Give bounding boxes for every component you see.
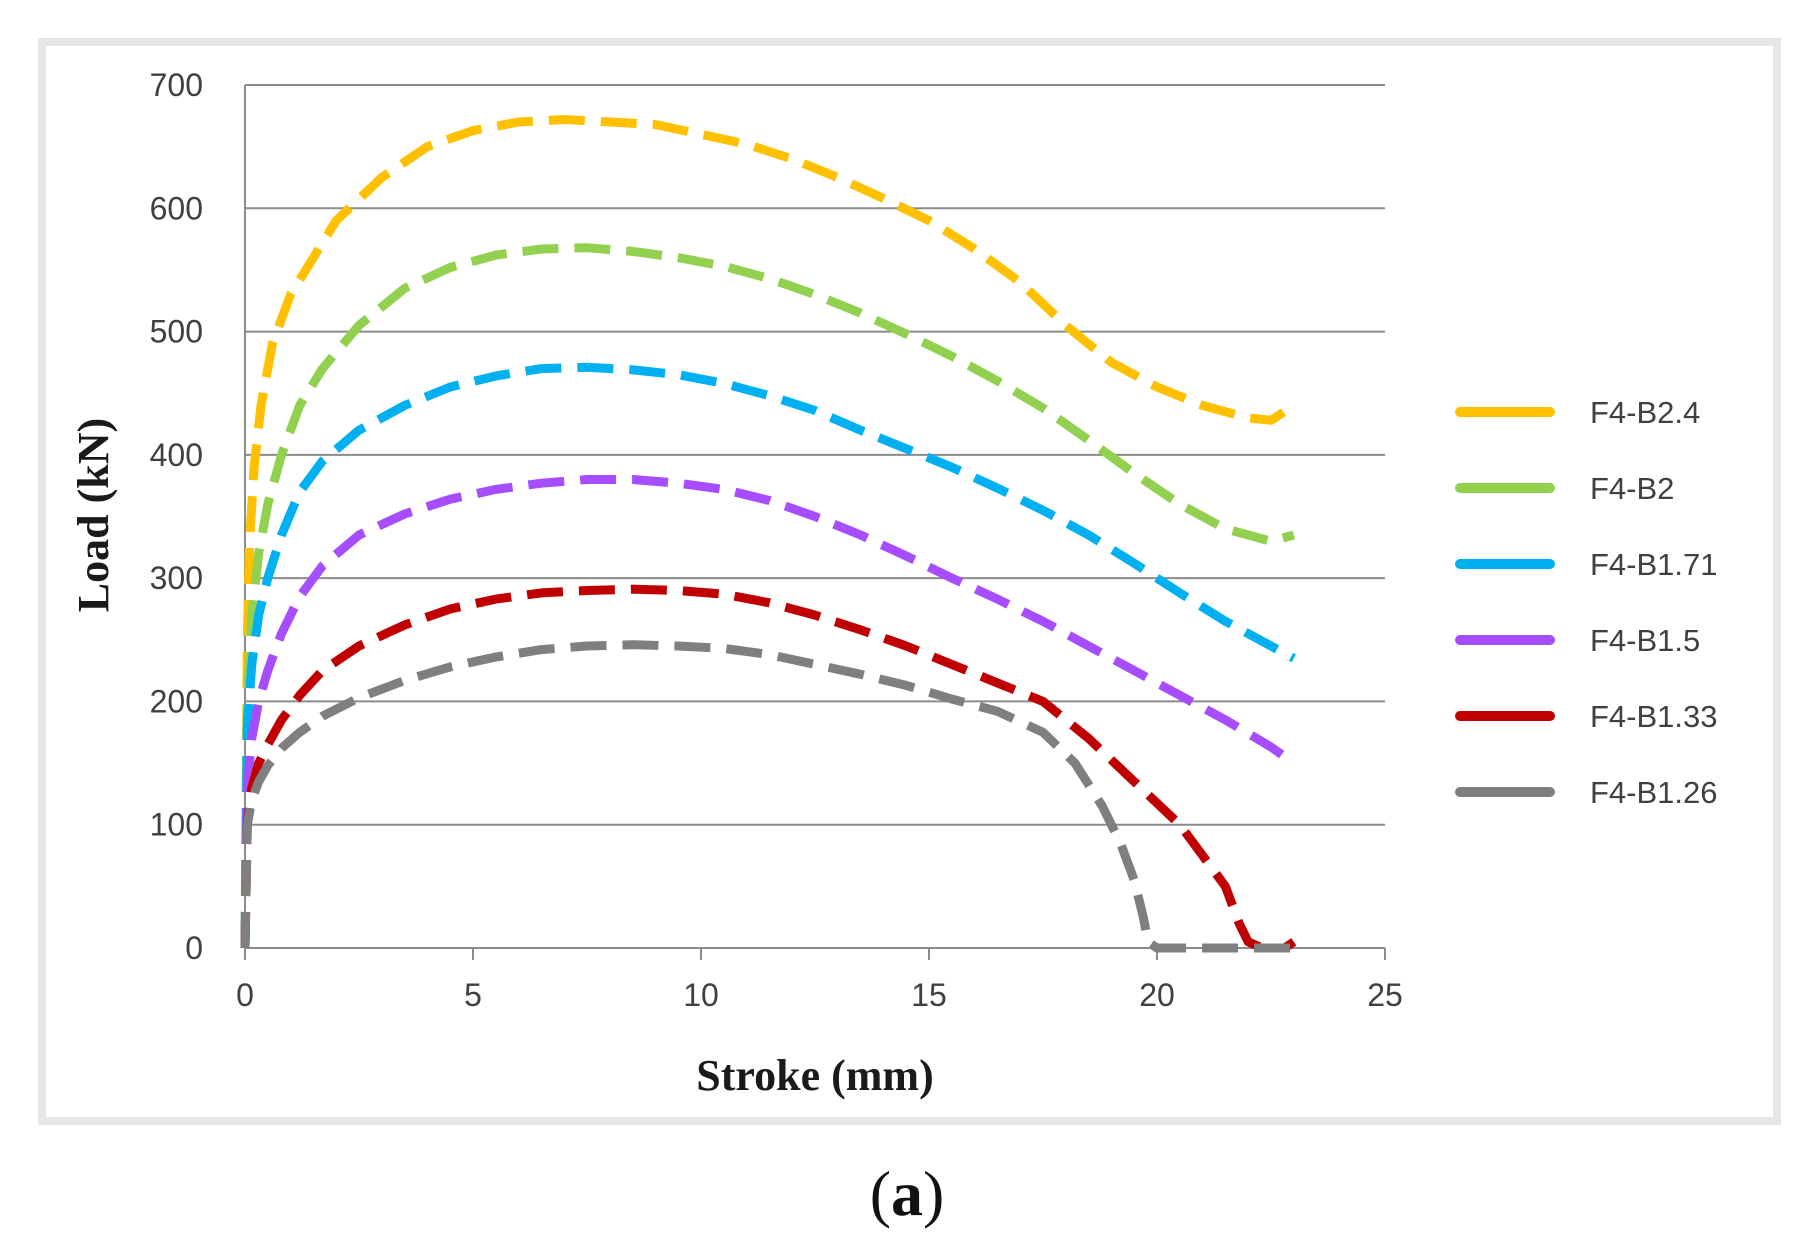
tick-labels: 0 100 200 300 400 500 600 700 0 5 10 15 20 25	[150, 67, 1403, 1013]
caption-close-paren: )	[923, 1158, 944, 1229]
x-tick-label: 20	[1139, 977, 1175, 1013]
chart-frame	[38, 38, 1781, 1125]
legend: F4-B2.4 F4-B2 F4-B1.71 F4-B1.5 F4-B1.33 F4-B1…	[1455, 395, 1718, 810]
x-tick-label: 15	[911, 977, 947, 1013]
y-tick-label: 0	[185, 930, 203, 966]
gridlines	[245, 84, 1385, 949]
legend-label: F4-B1.5	[1590, 623, 1700, 658]
x-tick-label: 25	[1367, 977, 1403, 1013]
figure-caption: (a)	[870, 1158, 945, 1229]
y-tick-label: 300	[150, 560, 203, 596]
series-line-f4-b1-5	[240, 475, 1297, 949]
x-tick-label: 5	[464, 977, 482, 1013]
series-line-f4-b1-26	[240, 640, 1294, 953]
x-tick-label: 10	[683, 977, 719, 1013]
y-tick-label: 500	[150, 314, 203, 350]
caption-open-paren: (	[870, 1158, 891, 1229]
x-tick-label: 0	[236, 977, 254, 1013]
y-tick-label: 600	[150, 190, 203, 226]
legend-label: F4-B1.33	[1590, 699, 1718, 734]
x-axis-title: Stroke (mm)	[696, 1051, 933, 1100]
legend-label: F4-B2.4	[1590, 395, 1700, 430]
series-line-f4-b2	[240, 243, 1295, 949]
series-line-f4-b1-33	[240, 584, 1297, 953]
series-line-f4-b2-4	[240, 115, 1297, 949]
y-tick-label: 100	[150, 807, 203, 843]
y-tick-label: 200	[150, 683, 203, 719]
caption-letter: a	[891, 1158, 923, 1229]
series-lines	[240, 115, 1297, 953]
y-tick-label: 700	[150, 67, 203, 103]
legend-label: F4-B1.26	[1590, 775, 1718, 810]
y-tick-label: 400	[150, 437, 203, 473]
legend-label: F4-B2	[1590, 471, 1674, 506]
legend-label: F4-B1.71	[1590, 547, 1718, 582]
y-axis-title: Load (kN)	[69, 418, 118, 612]
series-line-f4-b1-71	[240, 362, 1296, 949]
